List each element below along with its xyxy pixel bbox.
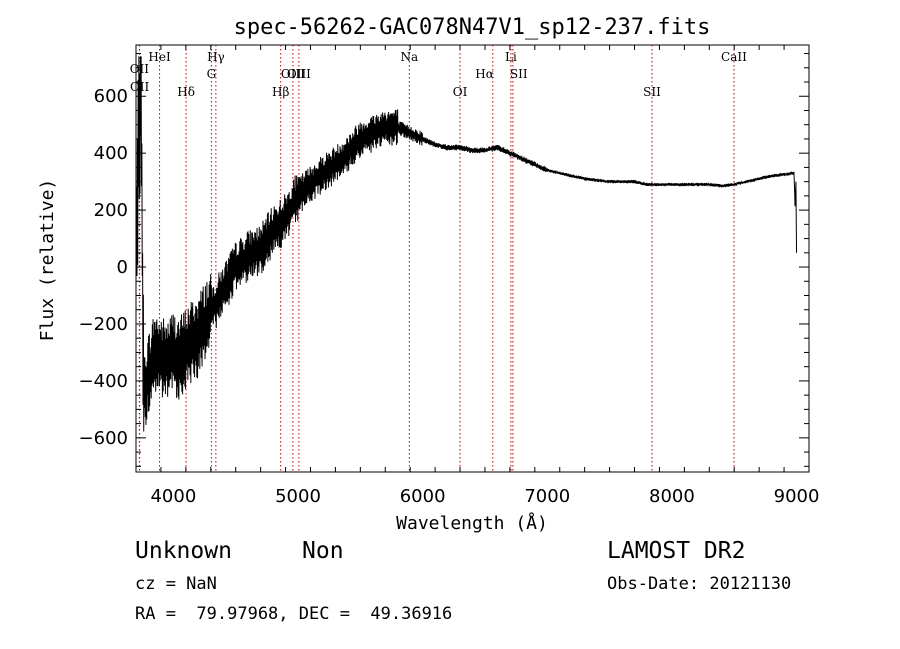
coordinates-info: RA = 79.97968, DEC = 49.36916 [135,604,453,624]
x-axis-label: Wavelength (Å) [396,512,548,534]
y-tick-label: 400 [94,143,128,164]
plot-frame [135,44,810,473]
object-class: Unknown [135,538,232,564]
line-label: OI [453,85,468,99]
y-axis-label: Flux (relative) [37,179,58,342]
chart-title: spec-56262-GAC078N47V1_sp12-237.fits [234,15,711,40]
x-tick-label: 7000 [524,486,570,507]
y-tick-label: −200 [79,314,128,335]
line-label: SII [643,85,661,99]
object-subclass: Non [302,538,344,564]
y-tick-label: −400 [79,371,128,392]
redshift-info: cz = NaN [135,574,217,594]
line-label: HeI [148,50,171,64]
x-tick-label: 5000 [275,486,321,507]
line-label: Hβ [272,85,289,99]
x-tick-label: 9000 [774,486,820,507]
line-label: Li [505,50,517,64]
line-label: OIII [287,67,311,81]
line-label: Hδ [177,85,195,99]
x-axis: 4000 5000 6000 7000 8000 9000 [135,45,820,507]
line-label: OII [130,62,150,76]
y-tick-label: 0 [117,257,128,278]
line-label: CaII [721,50,747,64]
line-label: Hα [475,67,494,81]
line-label: OIII [281,67,305,81]
survey-name: LAMOST DR2 [607,538,746,564]
x-tick-label: 8000 [649,486,695,507]
y-tick-label: 200 [94,200,128,221]
spectral-line-labels: OIIOIIHeIHδHγGHβOIIIOIIINaOIHαLiSIISIICa… [130,50,747,99]
x-tick-label: 6000 [400,486,446,507]
line-label: G [207,67,217,81]
y-axis: −600 −400 −200 0 200 400 600 [79,53,809,467]
x-tick-label: 4000 [150,486,196,507]
line-label: Hγ [207,50,225,64]
flux-line [136,56,798,432]
y-tick-label: 600 [94,86,128,107]
spectral-line-markers [138,45,735,472]
line-label: Na [400,50,418,64]
observation-date: Obs-Date: 20121130 [607,574,792,594]
line-label: SII [510,67,528,81]
y-tick-label: −600 [79,428,128,449]
